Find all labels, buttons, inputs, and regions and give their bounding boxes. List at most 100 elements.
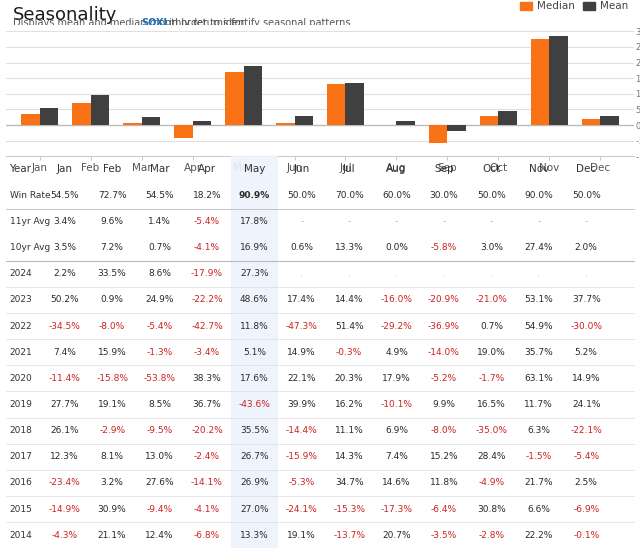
Text: 11.8%: 11.8%: [429, 478, 458, 488]
Text: -16.0%: -16.0%: [381, 295, 413, 305]
Text: .: .: [395, 269, 398, 278]
Text: -43.6%: -43.6%: [239, 400, 270, 409]
Text: 24.9%: 24.9%: [145, 295, 174, 305]
Bar: [123, 123, 141, 125]
Text: 11.8%: 11.8%: [240, 322, 269, 331]
Text: -2.9%: -2.9%: [99, 426, 125, 435]
Text: -34.5%: -34.5%: [49, 322, 81, 331]
Text: 2020: 2020: [10, 374, 32, 383]
Text: 2021: 2021: [10, 348, 32, 356]
Text: -10.1%: -10.1%: [381, 400, 413, 409]
Text: -14.9%: -14.9%: [49, 505, 81, 514]
Text: -4.9%: -4.9%: [478, 478, 504, 488]
Text: -5.4%: -5.4%: [194, 217, 220, 226]
Text: May: May: [244, 164, 265, 174]
Text: 13.0%: 13.0%: [145, 452, 174, 461]
Text: 54.9%: 54.9%: [524, 322, 553, 331]
Text: 16.5%: 16.5%: [477, 400, 506, 409]
Text: -1.7%: -1.7%: [478, 374, 504, 383]
Text: 48.6%: 48.6%: [240, 295, 269, 305]
Text: .: .: [300, 269, 303, 278]
Text: 11.1%: 11.1%: [335, 426, 364, 435]
Text: -53.8%: -53.8%: [143, 374, 175, 383]
Text: 14.9%: 14.9%: [572, 374, 600, 383]
Text: Displays mean and median monthly returns for: Displays mean and median monthly returns…: [13, 18, 247, 28]
Bar: [429, 125, 447, 143]
Bar: [397, 121, 415, 125]
Text: 8.6%: 8.6%: [148, 269, 171, 278]
Text: 21.7%: 21.7%: [524, 478, 553, 488]
Text: 2022: 2022: [10, 322, 32, 331]
Text: 2023: 2023: [10, 295, 32, 305]
Text: 3.5%: 3.5%: [53, 243, 76, 252]
Text: -: -: [537, 217, 540, 226]
Text: 11.7%: 11.7%: [524, 400, 553, 409]
Text: 16.9%: 16.9%: [240, 243, 269, 252]
Text: -0.1%: -0.1%: [573, 531, 599, 539]
Text: 30.8%: 30.8%: [477, 505, 506, 514]
Text: 19.0%: 19.0%: [477, 348, 506, 356]
Bar: [346, 83, 364, 125]
Text: -5.2%: -5.2%: [431, 374, 457, 383]
Text: -5.4%: -5.4%: [573, 452, 599, 461]
Text: 15.9%: 15.9%: [98, 348, 127, 356]
Text: -1.5%: -1.5%: [525, 452, 552, 461]
Text: .: .: [442, 269, 445, 278]
Text: Sep: Sep: [434, 164, 454, 174]
Text: 7.4%: 7.4%: [385, 452, 408, 461]
Text: 16.2%: 16.2%: [335, 400, 364, 409]
Text: 26.9%: 26.9%: [240, 478, 269, 488]
Text: 35.5%: 35.5%: [240, 426, 269, 435]
Text: 14.6%: 14.6%: [382, 478, 411, 488]
Text: 11yr Avg: 11yr Avg: [10, 217, 50, 226]
Text: 5.1%: 5.1%: [243, 348, 266, 356]
Bar: [225, 72, 243, 125]
Text: -5.8%: -5.8%: [431, 243, 457, 252]
Text: 17.8%: 17.8%: [240, 217, 269, 226]
Text: 2015: 2015: [10, 505, 33, 514]
Text: -14.0%: -14.0%: [428, 348, 460, 356]
Text: -: -: [490, 217, 493, 226]
Text: .: .: [585, 269, 588, 278]
Text: -15.8%: -15.8%: [96, 374, 128, 383]
Text: -23.4%: -23.4%: [49, 478, 81, 488]
Text: -47.3%: -47.3%: [286, 322, 317, 331]
Text: 2.2%: 2.2%: [53, 269, 76, 278]
Legend: Median, Mean: Median, Mean: [520, 2, 628, 12]
Text: 2.0%: 2.0%: [575, 243, 598, 252]
Text: 34.7%: 34.7%: [335, 478, 364, 488]
Text: 26.7%: 26.7%: [240, 452, 269, 461]
Text: 17.6%: 17.6%: [240, 374, 269, 383]
Text: -6.4%: -6.4%: [431, 505, 457, 514]
Text: in order to identify seasonal patterns.: in order to identify seasonal patterns.: [166, 18, 354, 28]
Bar: [531, 40, 550, 125]
Text: 30.0%: 30.0%: [429, 191, 458, 200]
Text: 28.4%: 28.4%: [477, 452, 506, 461]
Text: 38.3%: 38.3%: [193, 374, 221, 383]
Text: 14.3%: 14.3%: [335, 452, 364, 461]
Text: 0.0%: 0.0%: [385, 243, 408, 252]
Text: -6.8%: -6.8%: [194, 531, 220, 539]
Text: -13.7%: -13.7%: [333, 531, 365, 539]
Text: -20.2%: -20.2%: [191, 426, 223, 435]
Text: SOXL: SOXL: [141, 18, 170, 28]
Text: 6.6%: 6.6%: [527, 505, 550, 514]
Text: 7.2%: 7.2%: [100, 243, 124, 252]
Text: 70.0%: 70.0%: [335, 191, 364, 200]
Text: 10yr Avg: 10yr Avg: [10, 243, 50, 252]
Text: 8.5%: 8.5%: [148, 400, 171, 409]
Text: -35.0%: -35.0%: [476, 426, 508, 435]
Text: Oct: Oct: [483, 164, 500, 174]
Text: 12.3%: 12.3%: [51, 452, 79, 461]
Text: -15.9%: -15.9%: [285, 452, 317, 461]
Text: 27.7%: 27.7%: [51, 400, 79, 409]
Bar: [480, 116, 499, 125]
Text: Aug: Aug: [387, 164, 407, 174]
Text: -: -: [348, 217, 351, 226]
Text: 22.1%: 22.1%: [287, 374, 316, 383]
Text: 13.3%: 13.3%: [240, 531, 269, 539]
Text: 1.4%: 1.4%: [148, 217, 171, 226]
Text: 14.4%: 14.4%: [335, 295, 364, 305]
Text: Year: Year: [10, 164, 31, 174]
Bar: [40, 108, 58, 125]
